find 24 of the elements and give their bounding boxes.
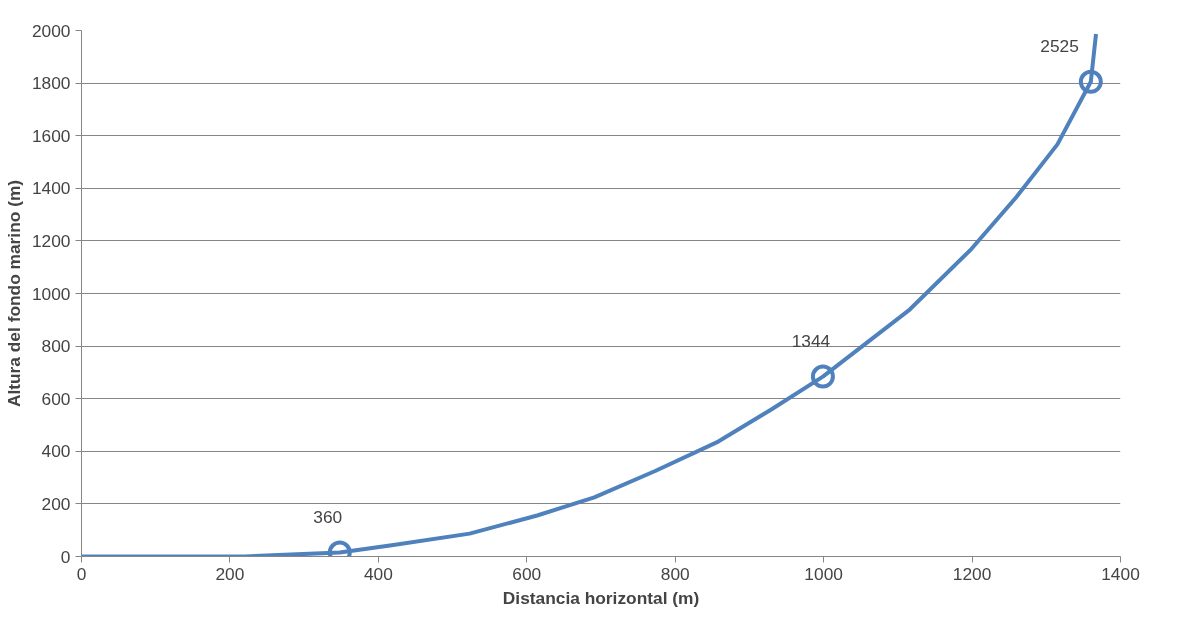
x-tick-label: 400: [363, 563, 393, 584]
y-tick-label: 0: [60, 546, 71, 567]
annotation: 360: [313, 506, 343, 527]
y-tick-label: 2000: [31, 20, 71, 41]
x-tick-label: 0: [76, 563, 87, 584]
y-tick-label: 800: [41, 336, 71, 357]
x-tick-label: 1200: [952, 563, 992, 584]
y-tick-label: 1400: [31, 178, 71, 199]
x-tick-label: 800: [660, 563, 690, 584]
y-axis-title: Altura del fondo marino (m): [3, 179, 24, 408]
x-tick-label: 1400: [1101, 563, 1140, 584]
annotation: 1344: [791, 330, 831, 351]
y-tick-label: 1200: [31, 230, 71, 251]
annotation: 2525: [1040, 35, 1079, 56]
x-tick-label: 200: [215, 563, 245, 584]
y-tick-label: 600: [41, 388, 71, 409]
y-tick-label: 1800: [31, 73, 71, 94]
x-axis-title: Distancia horizontal (m): [502, 587, 700, 608]
y-tick-label: 1600: [31, 125, 71, 146]
x-tick-label: 600: [512, 563, 542, 584]
y-tick-label: 1000: [31, 283, 71, 304]
y-tick-label: 400: [41, 441, 71, 462]
y-tick-label: 200: [41, 493, 71, 514]
x-tick-label: 1000: [804, 563, 843, 584]
